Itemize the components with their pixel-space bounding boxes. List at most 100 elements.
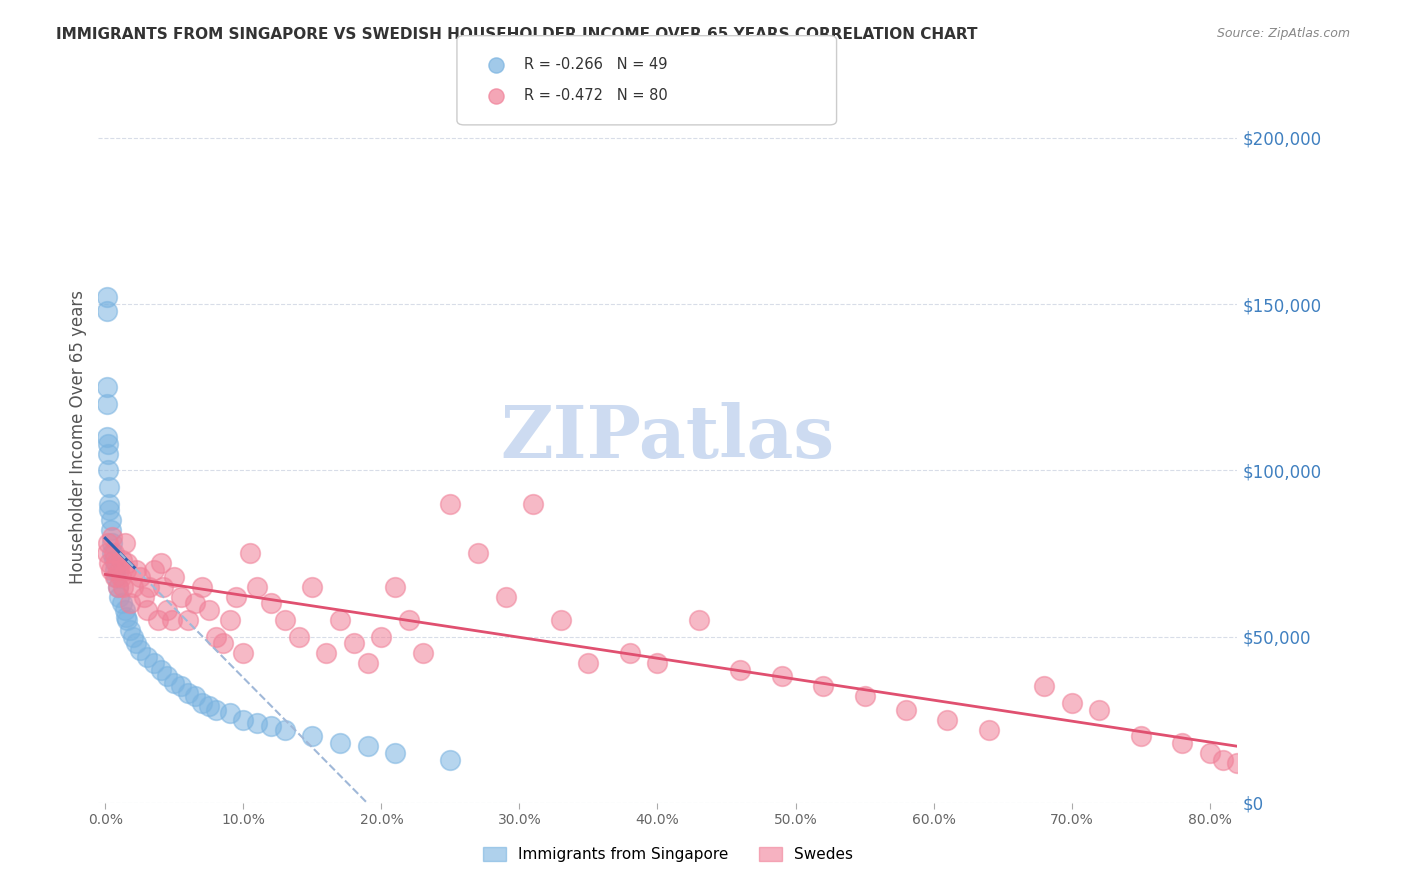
Y-axis label: Householder Income Over 65 years: Householder Income Over 65 years [69, 290, 87, 584]
Point [152, 580, 174, 594]
Point [149, 557, 172, 571]
Point [1212, 753, 1234, 767]
Point [550, 613, 572, 627]
Point [132, 590, 155, 604]
Point [356, 656, 378, 670]
Point [120, 623, 142, 637]
Point [184, 690, 207, 704]
Point [107, 580, 129, 594]
Point [412, 646, 434, 660]
Point [1033, 680, 1056, 694]
Point [100, 523, 122, 537]
Point [156, 669, 179, 683]
Point [439, 497, 461, 511]
Point [142, 563, 165, 577]
Point [108, 590, 131, 604]
Point [128, 570, 150, 584]
Point [120, 596, 142, 610]
Point [467, 546, 489, 560]
Point [96, 380, 118, 394]
Point [146, 613, 169, 627]
Point [101, 536, 124, 550]
Point [115, 609, 138, 624]
Point [204, 630, 226, 644]
Text: Source: ZipAtlas.com: Source: ZipAtlas.com [1216, 27, 1350, 40]
Point [688, 613, 710, 627]
Point [110, 570, 132, 584]
Point [485, 89, 508, 103]
Point [218, 706, 240, 720]
Point [103, 553, 125, 567]
Point [578, 656, 600, 670]
Point [105, 570, 128, 584]
Point [853, 690, 876, 704]
Point [191, 696, 214, 710]
Point [117, 613, 139, 627]
Point [98, 557, 121, 571]
Point [246, 716, 269, 731]
Point [301, 580, 323, 594]
Point [218, 613, 240, 627]
Text: ZIPatlas: ZIPatlas [501, 401, 835, 473]
Point [177, 613, 200, 627]
Point [125, 636, 148, 650]
Point [122, 630, 145, 644]
Point [1088, 703, 1111, 717]
Point [100, 563, 122, 577]
Point [149, 663, 172, 677]
Point [343, 636, 366, 650]
Point [96, 303, 118, 318]
Point [329, 613, 352, 627]
Point [135, 603, 157, 617]
Point [811, 680, 834, 694]
Point [225, 590, 247, 604]
Point [198, 699, 221, 714]
Point [160, 613, 183, 627]
Point [439, 753, 461, 767]
Point [96, 430, 118, 444]
Point [128, 643, 150, 657]
Point [239, 546, 262, 560]
Legend: Immigrants from Singapore, Swedes: Immigrants from Singapore, Swedes [477, 841, 859, 868]
Point [1060, 696, 1083, 710]
Point [260, 719, 283, 733]
Point [163, 676, 186, 690]
Point [356, 739, 378, 754]
Point [191, 580, 214, 594]
Point [177, 686, 200, 700]
Point [619, 646, 641, 660]
Point [100, 513, 122, 527]
Point [138, 580, 160, 594]
Point [96, 397, 118, 411]
Point [101, 546, 124, 560]
Point [125, 563, 148, 577]
Point [101, 530, 124, 544]
Point [184, 596, 207, 610]
Point [142, 656, 165, 670]
Point [97, 436, 120, 450]
Point [260, 596, 283, 610]
Text: IMMIGRANTS FROM SINGAPORE VS SWEDISH HOUSEHOLDER INCOME OVER 65 YEARS CORRELATIO: IMMIGRANTS FROM SINGAPORE VS SWEDISH HOU… [56, 27, 977, 42]
Point [384, 580, 406, 594]
Point [647, 656, 669, 670]
Text: R = -0.266   N = 49: R = -0.266 N = 49 [524, 57, 668, 72]
Point [274, 723, 297, 737]
Point [97, 463, 120, 477]
Point [329, 736, 352, 750]
Text: R = -0.472   N = 80: R = -0.472 N = 80 [524, 88, 668, 103]
Point [977, 723, 1000, 737]
Point [1240, 763, 1263, 777]
Point [98, 497, 121, 511]
Point [274, 613, 297, 627]
Point [170, 590, 193, 604]
Point [98, 480, 121, 494]
Point [104, 570, 127, 584]
Point [315, 646, 337, 660]
Point [246, 580, 269, 594]
Point [96, 290, 118, 304]
Point [111, 553, 134, 567]
Point [398, 613, 420, 627]
Point [170, 680, 193, 694]
Point [1226, 756, 1249, 770]
Point [103, 546, 125, 560]
